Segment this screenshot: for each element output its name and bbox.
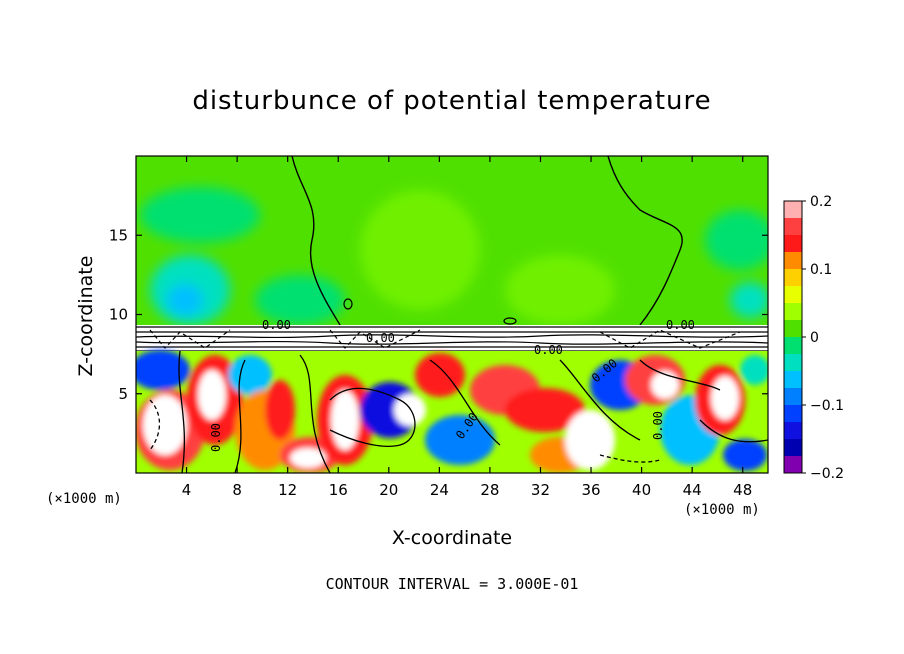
y-axis-label: Z-coordinate bbox=[75, 255, 97, 377]
x-axis: 4 8 12 16 20 24 28 32 36 40 44 48 bbox=[182, 156, 752, 499]
y-axis: 5 10 15 bbox=[109, 226, 768, 403]
colorbar-tick-label: −0.1 bbox=[810, 398, 844, 414]
colorbar-swatch bbox=[784, 286, 802, 304]
x-tick-label: 44 bbox=[683, 481, 702, 499]
x-tick-label: 16 bbox=[329, 481, 348, 499]
x-unit-label-right: (×1000 m) bbox=[684, 502, 760, 518]
x-tick-label: 40 bbox=[632, 481, 651, 499]
colorbar-tick-label: 0.1 bbox=[810, 262, 832, 278]
colorbar-tick-label: −0.2 bbox=[810, 466, 844, 482]
contour-label: 0.00 bbox=[534, 343, 563, 357]
x-tick-label: 4 bbox=[182, 481, 192, 499]
chart-title: disturbunce of potential temperature bbox=[192, 86, 712, 116]
x-tick-label: 24 bbox=[430, 481, 449, 499]
x-tick-label: 32 bbox=[531, 481, 550, 499]
colorbar-swatch bbox=[784, 422, 802, 440]
y-tick-label: 10 bbox=[109, 306, 128, 324]
contour-label: 0.00 bbox=[209, 423, 223, 452]
x-axis-label: X-coordinate bbox=[391, 527, 513, 549]
x-tick-label: 28 bbox=[480, 481, 499, 499]
colorbar-swatch bbox=[784, 320, 802, 338]
plot-field bbox=[136, 156, 768, 473]
x-tick-label: 20 bbox=[379, 481, 398, 499]
y-tick-label: 5 bbox=[118, 385, 128, 403]
y-tick-label: 15 bbox=[109, 226, 128, 244]
colorbar-swatch bbox=[784, 371, 802, 389]
colorbar-swatch bbox=[784, 252, 802, 270]
colorbar-swatch bbox=[784, 337, 802, 355]
contour-label: 0.00 bbox=[666, 318, 695, 332]
colorbar-swatch bbox=[784, 439, 802, 457]
contour-label: 0.00 bbox=[366, 331, 395, 345]
x-unit-label-left: (×1000 m) bbox=[46, 491, 122, 507]
colorbar-swatch bbox=[784, 235, 802, 253]
colorbar-swatch bbox=[784, 388, 802, 406]
x-tick-label: 12 bbox=[278, 481, 297, 499]
contour-interval-note: CONTOUR INTERVAL = 3.000E-01 bbox=[325, 575, 579, 593]
colorbar-swatch bbox=[784, 201, 802, 219]
colorbar-swatch bbox=[784, 269, 802, 287]
colorbar-swatch bbox=[784, 303, 802, 321]
colorbar-swatch bbox=[784, 354, 802, 372]
x-tick-label: 8 bbox=[232, 481, 242, 499]
contour-label: 0.00 bbox=[651, 411, 665, 440]
x-tick-label: 48 bbox=[733, 481, 752, 499]
colorbar-swatch bbox=[784, 405, 802, 423]
colorbar-swatch bbox=[784, 456, 802, 474]
colorbar-swatch bbox=[784, 218, 802, 236]
colorbar-tick-label: 0 bbox=[810, 330, 819, 346]
colorbar-tick-label: 0.2 bbox=[810, 194, 832, 210]
colorbar: 0.2 0.1 0 −0.1 −0.2 bbox=[783, 194, 844, 482]
x-tick-label: 36 bbox=[581, 481, 600, 499]
contour-label: 0.00 bbox=[262, 318, 291, 332]
